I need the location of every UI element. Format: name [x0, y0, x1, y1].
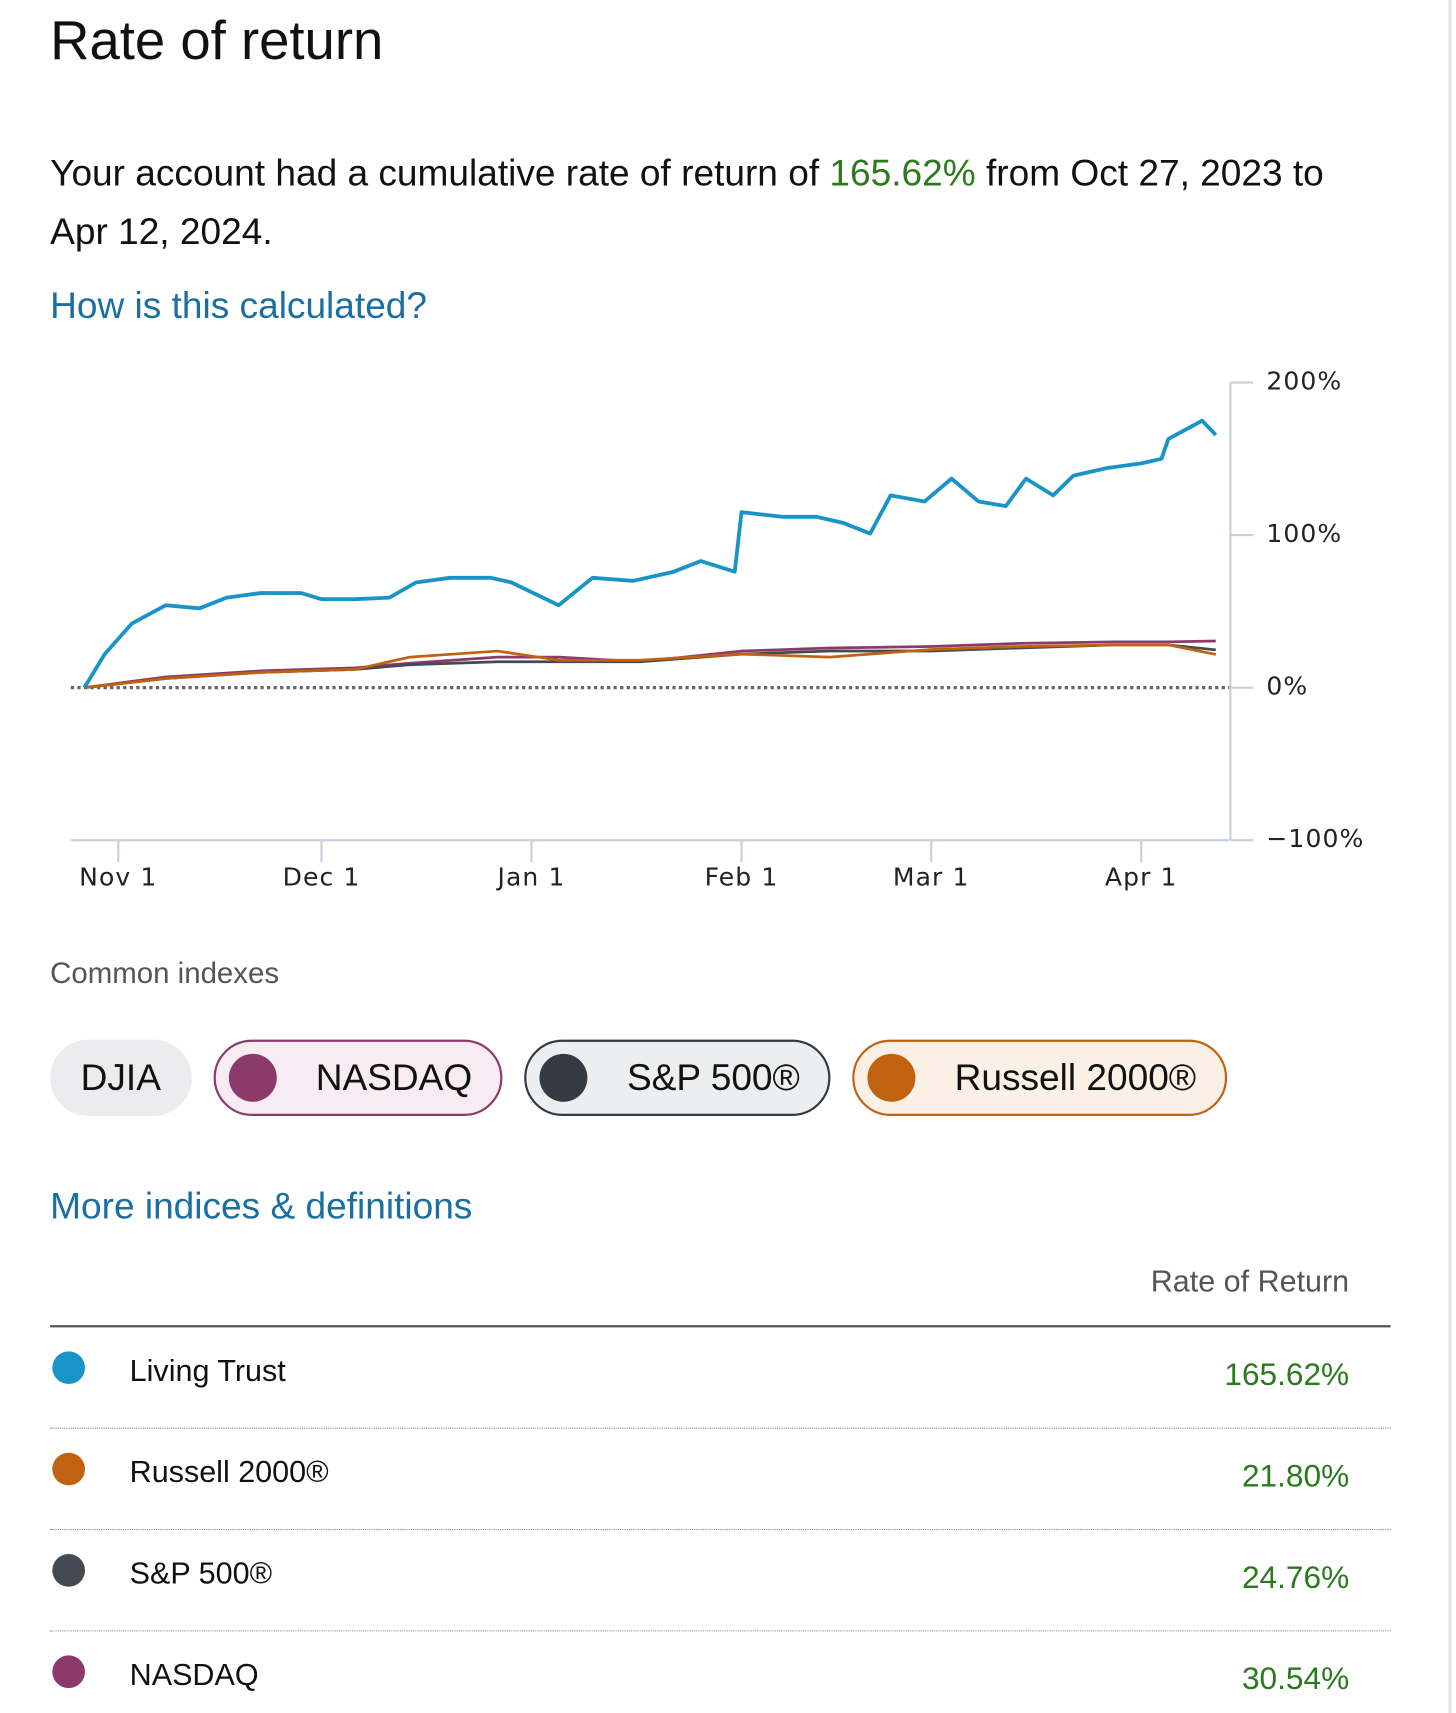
- edge: [1448, 0, 1452, 1713]
- series-line: [84, 643, 1217, 690]
- x-tick-label: Dec 1: [283, 862, 361, 891]
- summary: Your account had a cumulative rate of re…: [50, 144, 1336, 262]
- chip-dot: [539, 1053, 588, 1102]
- y-tick-label: 0%: [1266, 672, 1308, 701]
- index-chip[interactable]: NASDAQ: [213, 1039, 503, 1116]
- chip-dot: [867, 1053, 916, 1102]
- table-row: S&P 500® 24.76%: [50, 1530, 1391, 1632]
- row-dot: [52, 1655, 86, 1689]
- x-tick-label: Nov 1: [79, 862, 157, 891]
- more-link[interactable]: More indices & definitions: [50, 1185, 473, 1228]
- row-value: 165.62%: [1224, 1357, 1350, 1393]
- x-tick-label: Mar 1: [893, 862, 970, 891]
- series-line: [82, 418, 1218, 689]
- table-header: Rate of Return: [50, 1253, 1391, 1328]
- x-tick-label: Apr 1: [1105, 862, 1178, 891]
- y-tick-label: 100%: [1266, 519, 1342, 548]
- page-title: Rate of return: [50, 9, 384, 71]
- row-dot: [52, 1351, 86, 1385]
- row-name: NASDAQ: [129, 1657, 259, 1692]
- chip-label: DJIA: [80, 1056, 161, 1098]
- table-row: Living Trust 165.62%: [50, 1327, 1391, 1429]
- row-value: 24.76%: [1241, 1560, 1350, 1596]
- chips: DJIA NASDAQ S&P 500® Russell 2000®: [50, 1039, 1227, 1116]
- index-chip[interactable]: DJIA: [50, 1039, 192, 1116]
- help-link[interactable]: How is this calculated?: [50, 285, 428, 327]
- chip-label: S&P 500®: [626, 1056, 800, 1098]
- series-line: [84, 643, 1216, 690]
- y-tick-label: 200%: [1266, 367, 1342, 396]
- return-table: Rate of Return Living Trust 165.62% Russel…: [50, 1253, 1391, 1713]
- table-row: NASDAQ 30.54%: [50, 1631, 1390, 1713]
- summary-text: Your account had a cumulative rate of re…: [50, 152, 820, 194]
- row-name: S&P 500®: [129, 1556, 273, 1591]
- row-value: 30.54%: [1241, 1661, 1350, 1697]
- chip-label: NASDAQ: [315, 1056, 473, 1098]
- row-name: Russell 2000®: [129, 1454, 329, 1489]
- chip-dot: [228, 1053, 277, 1102]
- row-name: Living Trust: [129, 1353, 286, 1388]
- row-dot: [52, 1452, 86, 1486]
- chart: 200% 100% 0% −100% Nov 1 Dec 1 Jan 1 Feb 1 Mar 1…: [70, 367, 1364, 891]
- indexes-label: Common indexes: [50, 956, 280, 990]
- index-chip[interactable]: S&P 500®: [524, 1039, 831, 1116]
- x-tick-label: Jan 1: [496, 862, 566, 891]
- table-row: Russell 2000® 21.80%: [50, 1429, 1391, 1531]
- y-tick-label: −100%: [1266, 824, 1364, 853]
- row-value: 21.80%: [1241, 1459, 1350, 1495]
- index-chip[interactable]: Russell 2000®: [852, 1039, 1227, 1116]
- chip-label: Russell 2000®: [954, 1056, 1197, 1098]
- summary-rate: 165.62%: [829, 152, 976, 194]
- x-tick-label: Feb 1: [705, 862, 779, 891]
- summary-text: from Oct 27, 2023 to Apr 12, 2024.: [50, 152, 1324, 253]
- row-dot: [52, 1554, 86, 1587]
